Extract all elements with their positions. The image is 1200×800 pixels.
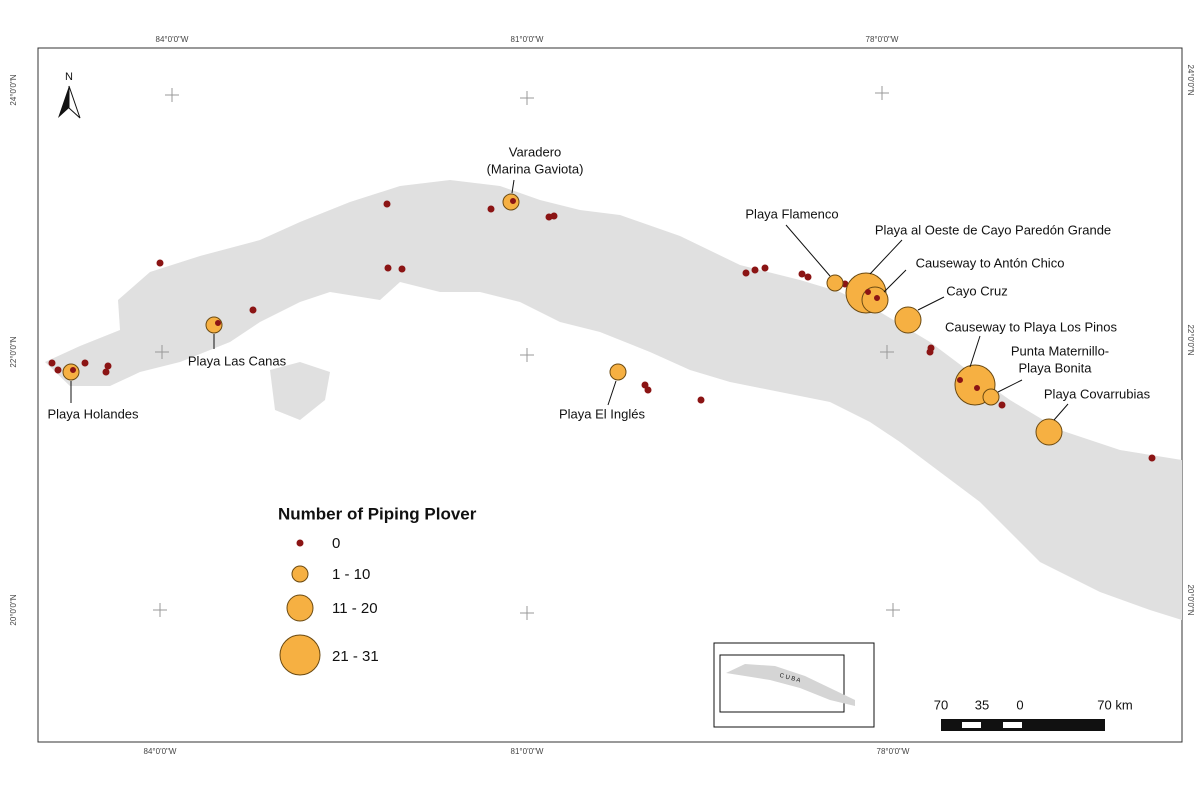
site-label: Playa al Oeste de Cayo Paredón Grande	[875, 222, 1111, 237]
scale-bar-segment	[962, 722, 981, 728]
lon-label: 78°0'0"W	[866, 35, 899, 44]
scale-bar-segment	[1003, 722, 1022, 728]
legend-title: Number of Piping Plover	[278, 504, 477, 523]
site-label: Varadero	[509, 144, 562, 159]
legend-symbol	[279, 634, 321, 676]
lat-label: 22°0'0"N	[9, 336, 18, 367]
plover-sites	[62, 179, 1069, 446]
lon-label: 78°0'0"W	[877, 747, 910, 756]
leader-lines	[70, 179, 1069, 421]
inset-map: C U B A	[713, 642, 875, 728]
site-label: (Marina Gaviota)	[487, 161, 584, 176]
site-label: Playa Bonita	[1019, 360, 1093, 375]
site-label: Playa Las Canas	[188, 353, 287, 368]
inset-cuba	[726, 664, 855, 706]
site-circle	[1035, 418, 1063, 446]
site-label: Causeway to Antón Chico	[916, 255, 1065, 270]
site-circle	[609, 363, 627, 381]
scale-label: 35	[975, 697, 989, 712]
site-label: Causeway to Playa Los Pinos	[945, 319, 1117, 334]
site-label: Playa Flamenco	[745, 206, 838, 221]
inset-extent	[719, 654, 845, 713]
site-label: Cayo Cruz	[946, 283, 1007, 298]
legend-label: 1 - 10	[332, 566, 370, 583]
isla-de-la-juventud	[270, 362, 330, 420]
scale-label: 70	[934, 697, 948, 712]
north-label: N	[65, 71, 73, 83]
inset-label: C U B A	[779, 673, 801, 684]
scale-bar: 70 35 0 70 km	[934, 697, 1133, 731]
scale-label: 0	[1016, 697, 1023, 712]
legend: Number of Piping Plover 0 1 - 10 11 - 20…	[278, 504, 477, 676]
legend-symbol	[286, 594, 314, 622]
site-circle	[894, 306, 922, 334]
lon-label: 81°0'0"W	[511, 747, 544, 756]
legend-symbol	[291, 565, 309, 583]
graticule: 84°0'0"W 81°0'0"W 78°0'0"W 84°0'0"W 81°0…	[9, 35, 1195, 756]
north-arrow-right	[68, 85, 81, 119]
legend-label: 11 - 20	[332, 600, 378, 617]
site-label: Playa El Inglés	[559, 406, 645, 421]
legend-label: 21 - 31	[332, 648, 379, 665]
north-arrow: N	[58, 71, 81, 119]
site-label: Punta Maternillo-	[1011, 343, 1109, 358]
lon-label: 84°0'0"W	[156, 35, 189, 44]
graticule-crosses	[153, 86, 900, 620]
legend-symbol	[296, 539, 304, 547]
lon-label: 84°0'0"W	[144, 747, 177, 756]
lat-label: 22°0'0"N	[1186, 324, 1195, 355]
legend-label: 0	[332, 535, 340, 552]
site-label: Playa Covarrubias	[1044, 386, 1151, 401]
land	[45, 180, 1182, 620]
scale-bar-body	[941, 719, 1105, 731]
lat-label: 24°0'0"N	[1186, 64, 1195, 95]
site-labels: Varadero (Marina Gaviota) Playa Flamenco…	[47, 144, 1150, 421]
scale-label: 70 km	[1097, 697, 1132, 712]
lon-label: 81°0'0"W	[511, 35, 544, 44]
site-label: Playa Holandes	[47, 406, 139, 421]
map-frame	[37, 47, 1183, 743]
lat-label: 20°0'0"N	[1186, 584, 1195, 615]
lat-label: 20°0'0"N	[9, 594, 18, 625]
north-arrow-left	[58, 86, 69, 118]
lat-label: 24°0'0"N	[9, 74, 18, 105]
site-circle	[826, 274, 844, 292]
site-circle	[982, 388, 1000, 406]
cuba-main-island	[45, 180, 1182, 620]
